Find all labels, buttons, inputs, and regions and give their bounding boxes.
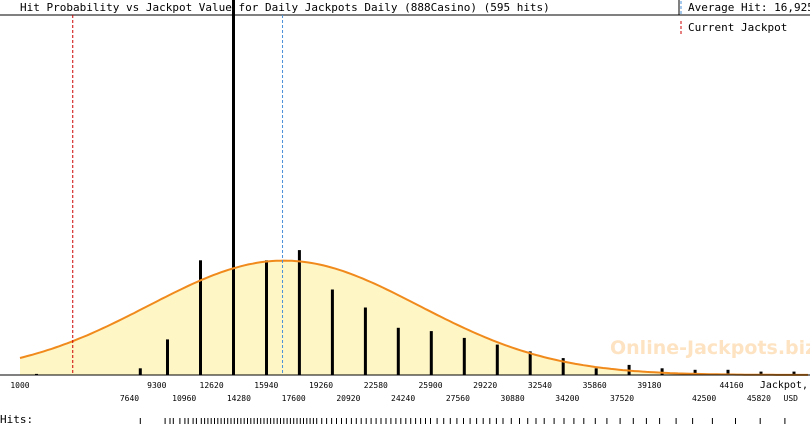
tick-label: 24240	[391, 394, 415, 403]
current-jackpot-legend-label: Current Jackpot	[688, 21, 787, 34]
hit-bar	[232, 0, 235, 375]
tick-label: 44160	[719, 381, 743, 390]
tick-label: 1000	[10, 381, 29, 390]
tick-label: 30880	[501, 394, 525, 403]
hit-bar	[495, 344, 499, 375]
distribution-area	[20, 260, 808, 375]
hit-bar	[199, 260, 202, 376]
hit-bar	[297, 250, 301, 375]
tick-label: 9300	[147, 381, 166, 390]
tick-label: 10960	[172, 394, 196, 403]
tick-label: 34200	[555, 394, 579, 403]
hit-bar	[792, 371, 796, 375]
legend: Average Hit: 16,925 Current Jackpot	[680, 1, 810, 34]
tick-label: 20920	[336, 394, 360, 403]
tick-label: 32540	[528, 381, 552, 390]
tick-label: 35860	[583, 381, 607, 390]
hit-bar	[330, 289, 334, 375]
hit-bar	[363, 307, 367, 375]
hit-bar	[166, 339, 169, 375]
tick-label: 19260	[309, 381, 333, 390]
hits-label: Hits:	[0, 413, 33, 425]
plot-area	[19, 0, 808, 376]
hit-bar	[35, 373, 38, 375]
watermark: Online-Jackpots.biz	[610, 337, 810, 359]
chart-title: Hit Probability vs Jackpot Value for Dai…	[20, 1, 550, 14]
tick-label: 22580	[364, 381, 388, 390]
hit-bar	[429, 331, 433, 375]
tick-label: 45820	[747, 394, 771, 403]
hit-bar	[138, 368, 142, 376]
hit-bar	[726, 369, 730, 376]
tick-label: 7640	[120, 394, 139, 403]
tick-label: 14280	[227, 394, 251, 403]
hit-bar	[759, 371, 763, 375]
hit-bar	[594, 368, 598, 376]
tick-label: 12620	[200, 381, 224, 390]
tick-label: 25900	[418, 381, 442, 390]
hit-bar	[528, 351, 532, 375]
tick-label: 29220	[473, 381, 497, 390]
tick-label: 17600	[282, 394, 306, 403]
hit-bar	[265, 260, 268, 376]
tick-label: 42500	[692, 394, 716, 403]
hit-bar	[462, 337, 466, 375]
distribution-curve	[19, 259, 808, 376]
tick-label: 39180	[637, 381, 661, 390]
tick-label: 15940	[254, 381, 278, 390]
hit-bar	[396, 327, 400, 376]
x-axis: 1000 9300 12620 15940 19260 22580 25900 29220 32…	[0, 374, 810, 403]
hits-rug	[139, 418, 786, 424]
tick-label: 27560	[446, 394, 470, 403]
hit-bar	[693, 369, 697, 376]
tick-label: 37520	[610, 394, 634, 403]
x-axis-label: Jackpot,	[760, 380, 808, 391]
hit-bar	[561, 358, 565, 375]
x-axis-unit: USD	[784, 394, 799, 403]
average-hit-legend-label: Average Hit: 16,925	[688, 1, 810, 14]
